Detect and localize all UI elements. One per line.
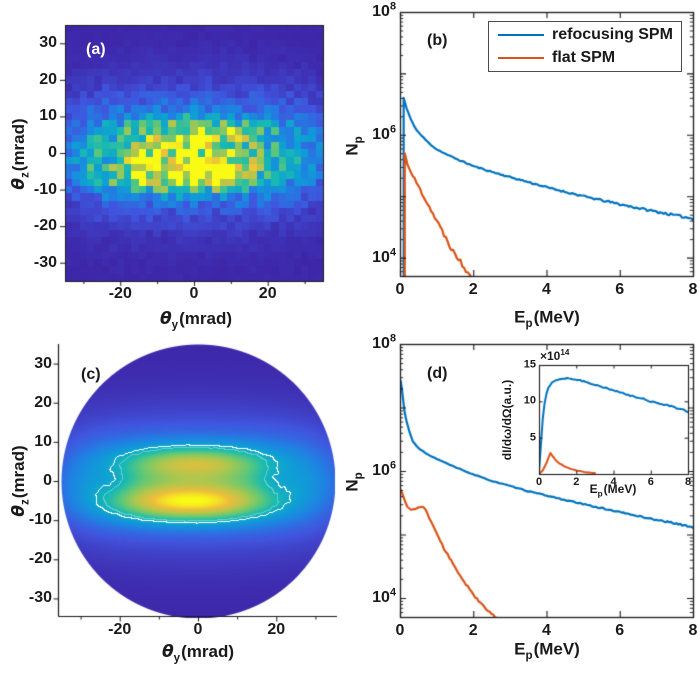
tick-label: 0	[48, 144, 57, 161]
legend-row-flat-spm: flat SPM	[489, 49, 681, 67]
tick-label: 6	[615, 281, 625, 298]
tick-label: 4	[610, 476, 617, 488]
tick-label: 4	[542, 281, 551, 298]
tick-label: 6	[647, 476, 654, 488]
legend: refocusing SPM flat SPM	[488, 21, 682, 72]
tick-label: 10	[34, 432, 52, 450]
tick-label: 108	[372, 332, 396, 352]
tick-label: 106	[372, 123, 396, 143]
tick-label: 104	[372, 246, 396, 266]
tick-label: -20	[28, 550, 52, 568]
tick-label: 0	[395, 281, 405, 298]
tick-label: 104	[372, 586, 396, 606]
tick-label: 30	[34, 354, 52, 372]
tick-label: 2	[573, 476, 580, 488]
tick-label: -20	[108, 285, 132, 302]
panel-c-ylabel: θz(mrad)	[9, 445, 32, 517]
tick-label: 15	[523, 358, 536, 371]
tick-label: 8	[688, 622, 698, 639]
tick-label: 0	[535, 476, 543, 488]
tick-label: -30	[33, 253, 57, 271]
tick-label: 106	[372, 459, 396, 479]
panel-b-label: (b)	[427, 32, 448, 49]
tick-label: 20	[258, 285, 277, 302]
tick-label: 10	[39, 107, 57, 125]
panel-d-ylabel: Np	[342, 472, 365, 492]
panel-a-ylabel: θz(mrad)	[9, 118, 32, 190]
panel-d-label: (d)	[427, 365, 448, 382]
tick-label: 30	[39, 34, 57, 52]
tick-label: -30	[28, 589, 52, 607]
tick-label: -20	[108, 621, 132, 638]
legend-line-refocusing-spm-icon	[498, 34, 544, 37]
tick-label: 2	[468, 281, 478, 298]
tick-label: -10	[33, 180, 57, 198]
tick-label: 4	[542, 622, 551, 639]
tick-label: 6	[615, 622, 625, 639]
tick-label: 0	[395, 622, 405, 639]
panel-a-label: (a)	[86, 41, 106, 58]
inset-multiplier-label: ×1014	[540, 348, 570, 363]
legend-line-flat-spm-icon	[498, 56, 544, 59]
tick-label: 20	[34, 393, 52, 411]
panel-c-label: (c)	[81, 366, 101, 383]
tick-label: 0	[189, 285, 199, 302]
tick-label: 20	[267, 621, 286, 638]
tick-label: 5	[529, 431, 536, 444]
tick-label: -20	[33, 217, 57, 235]
tick-label: 108	[372, 0, 396, 20]
inset-xlabel: Ep(MeV)	[589, 482, 637, 499]
legend-label-flat-spm: flat SPM	[552, 48, 616, 66]
tick-label: 10	[523, 394, 536, 407]
tick-label: 0	[193, 621, 203, 638]
panel-a-xlabel: θy(mrad)	[159, 309, 233, 332]
panel-c-xlabel: θy(mrad)	[161, 642, 235, 665]
tick-label: 20	[39, 70, 57, 88]
legend-label-refocusing-spm: refocusing SPM	[552, 26, 673, 44]
tick-label: 8	[688, 281, 698, 298]
panel-b-xlabel: Ep(MeV)	[514, 307, 580, 330]
tick-label: 0	[43, 472, 52, 489]
panel-d-xlabel: Ep(MeV)	[514, 639, 580, 662]
tick-label: -10	[28, 511, 52, 529]
tick-label: 8	[684, 476, 692, 488]
tick-label: 2	[468, 622, 478, 639]
legend-row-refocusing-spm: refocusing SPM	[489, 26, 681, 44]
panel-b-ylabel: Np	[342, 136, 365, 156]
inset-ylabel: dI/dω/dΩ(a.u.)	[500, 379, 514, 461]
